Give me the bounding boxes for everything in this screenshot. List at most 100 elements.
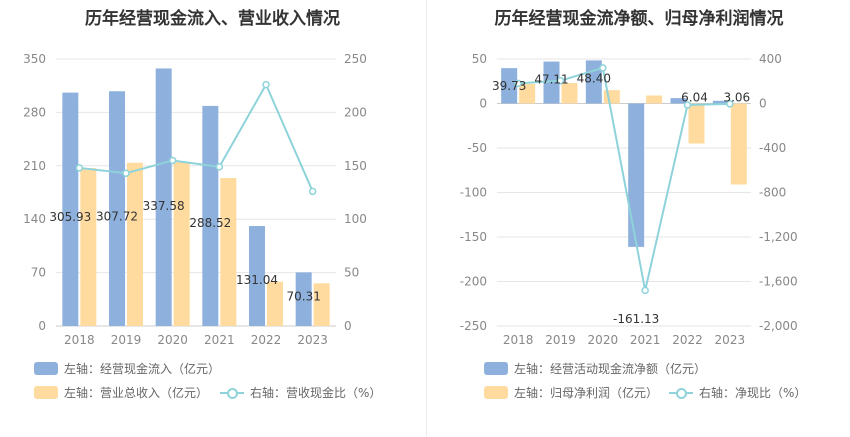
ratio-point xyxy=(168,156,177,165)
legend-swatch xyxy=(484,386,508,399)
ratio-point xyxy=(556,76,565,85)
x-tick-label: 2019 xyxy=(545,333,576,347)
legend-item-net-profit[interactable]: 左轴：归母净利润（亿元） xyxy=(484,384,658,401)
ratio-point xyxy=(122,169,130,178)
chart-title: 历年经营现金流入、营业收入情况 xyxy=(85,9,340,29)
y-right-tick-label: 250 xyxy=(344,52,367,66)
data-label: 6.04 xyxy=(681,91,708,105)
x-tick-label: 2018 xyxy=(503,333,534,347)
y-right-tick-label: -1,200 xyxy=(759,230,798,244)
y-left-tick-label: -100 xyxy=(460,186,487,200)
legend-label: 右轴：净现比（%） xyxy=(699,386,807,400)
legend-line-marker xyxy=(220,386,244,400)
legend-swatch xyxy=(484,362,508,375)
data-label: 288.52 xyxy=(189,216,231,230)
legend-item-net-operating-cash[interactable]: 左轴：经营活动现金流净额（亿元） xyxy=(484,360,706,377)
x-tick-label: 2020 xyxy=(588,333,619,347)
bar-primary xyxy=(109,91,125,326)
chart-panel-cash-inflow-revenue: 历年经营现金流入、营业收入情况 0 70 140 210 280 350 0 50 100 150… xyxy=(23,9,381,401)
legend-label: 左轴：归母净利润（亿元） xyxy=(514,386,659,400)
legend-line-marker xyxy=(669,386,693,400)
x-tick-label: 2023 xyxy=(297,333,328,347)
y-left-tick-label: 350 xyxy=(23,52,46,66)
x-tick-label: 2019 xyxy=(111,333,142,347)
bar-secondary xyxy=(267,281,283,326)
bar-primary xyxy=(62,92,79,327)
data-label: 307.72 xyxy=(96,209,138,223)
legend-swatch xyxy=(34,362,58,375)
y-right-tick-label: 400 xyxy=(759,52,782,66)
legend-swatch xyxy=(34,386,58,399)
legend-item-cash-inflow[interactable]: 左轴：经营现金流入（亿元） xyxy=(34,360,220,377)
y-left-tick-label: -150 xyxy=(460,230,487,244)
bar-secondary xyxy=(173,161,190,326)
y-left-tick-label: -200 xyxy=(460,275,487,289)
x-tick-label: 2018 xyxy=(64,333,95,347)
y-left-tick-label: 50 xyxy=(472,52,487,66)
bar-primary xyxy=(155,68,172,327)
y-right-tick-label: -1,600 xyxy=(759,275,798,289)
y-right-tick-label: -400 xyxy=(759,141,786,155)
ratio-point xyxy=(514,79,522,88)
bar-secondary xyxy=(603,90,620,104)
bar-primary xyxy=(628,103,645,247)
data-label: 305.93 xyxy=(49,210,91,224)
y-left-tick-label: 140 xyxy=(23,212,46,226)
chart-title: 历年经营现金流净额、归母净利润情况 xyxy=(494,9,784,29)
y-right-tick-label: -800 xyxy=(759,186,786,200)
data-label: 47.11 xyxy=(534,73,568,87)
chart-plot-area: 0 70 140 210 280 350 0 50 100 150 200 250 2018 2019 20… xyxy=(23,52,367,347)
ratio-line xyxy=(79,82,314,192)
bar-secondary xyxy=(127,162,143,326)
ratio-point xyxy=(641,286,649,295)
y-left-tick-label: 70 xyxy=(31,266,46,280)
bar-secondary xyxy=(80,168,97,326)
x-tick-label: 2023 xyxy=(715,333,746,347)
y-left-tick-label: 280 xyxy=(23,105,46,119)
y-right-tick-label: 200 xyxy=(344,105,367,119)
panel-divider xyxy=(426,0,427,437)
bar-primary xyxy=(249,226,265,326)
y-right-tick-label: 150 xyxy=(344,159,367,173)
y-left-tick-label: -250 xyxy=(460,319,487,333)
x-tick-label: 2022 xyxy=(251,333,282,347)
data-label: -161.13 xyxy=(613,312,659,326)
legend-label: 左轴：经营活动现金流净额（亿元） xyxy=(514,362,707,376)
ratio-line xyxy=(518,66,730,291)
bar-primary xyxy=(295,272,312,326)
data-label: 337.58 xyxy=(143,199,185,213)
ratio-point xyxy=(599,64,607,72)
legend-label: 左轴：营业总收入（亿元） xyxy=(64,386,209,400)
data-label: 48.40 xyxy=(577,71,611,85)
bar-secondary xyxy=(561,83,578,104)
ratio-point xyxy=(75,164,84,172)
y-right-tick-label: 0 xyxy=(759,97,767,111)
bar-secondary xyxy=(646,95,663,104)
chart-panel-net-cash-profit: 历年经营现金流净额、归母净利润情况 -250 -200 -150 -100 -50 0 50… xyxy=(428,0,850,437)
data-label: 131.04 xyxy=(236,273,278,287)
legend-label: 左轴：经营现金流入（亿元） xyxy=(64,362,221,376)
bar-primary xyxy=(202,105,219,327)
data-label: 3.06 xyxy=(723,91,750,105)
legend-item-revenue-cash-ratio[interactable]: 右轴：营收现金比（%） xyxy=(220,384,381,401)
y-right-tick-label: 50 xyxy=(344,266,359,280)
ratio-point xyxy=(262,80,270,89)
legend-item-revenue[interactable]: 左轴：营业总收入（亿元） xyxy=(34,384,208,401)
legend-label: 右轴：营收现金比（%） xyxy=(250,386,382,400)
y-left-tick-label: 0 xyxy=(38,319,46,333)
x-tick-label: 2020 xyxy=(157,333,188,347)
data-label: 70.31 xyxy=(286,289,320,303)
bar-secondary xyxy=(220,178,237,326)
y-right-tick-label: -2,000 xyxy=(759,319,798,333)
bar-secondary xyxy=(519,83,536,104)
x-tick-label: 2021 xyxy=(204,333,235,347)
y-left-tick-label: -50 xyxy=(467,141,487,155)
ratio-point xyxy=(683,101,692,109)
y-left-tick-label: 210 xyxy=(23,159,46,173)
y-right-tick-label: 0 xyxy=(344,319,352,333)
bar-secondary xyxy=(688,103,705,144)
ratio-point xyxy=(308,187,317,196)
bar-primary xyxy=(501,68,518,104)
legend-item-net-cash-ratio[interactable]: 右轴：净现比（%） xyxy=(669,384,806,401)
chart-plot-area: -250 -200 -150 -100 -50 0 50 -2,000 -1,600 -1,200… xyxy=(460,52,798,347)
